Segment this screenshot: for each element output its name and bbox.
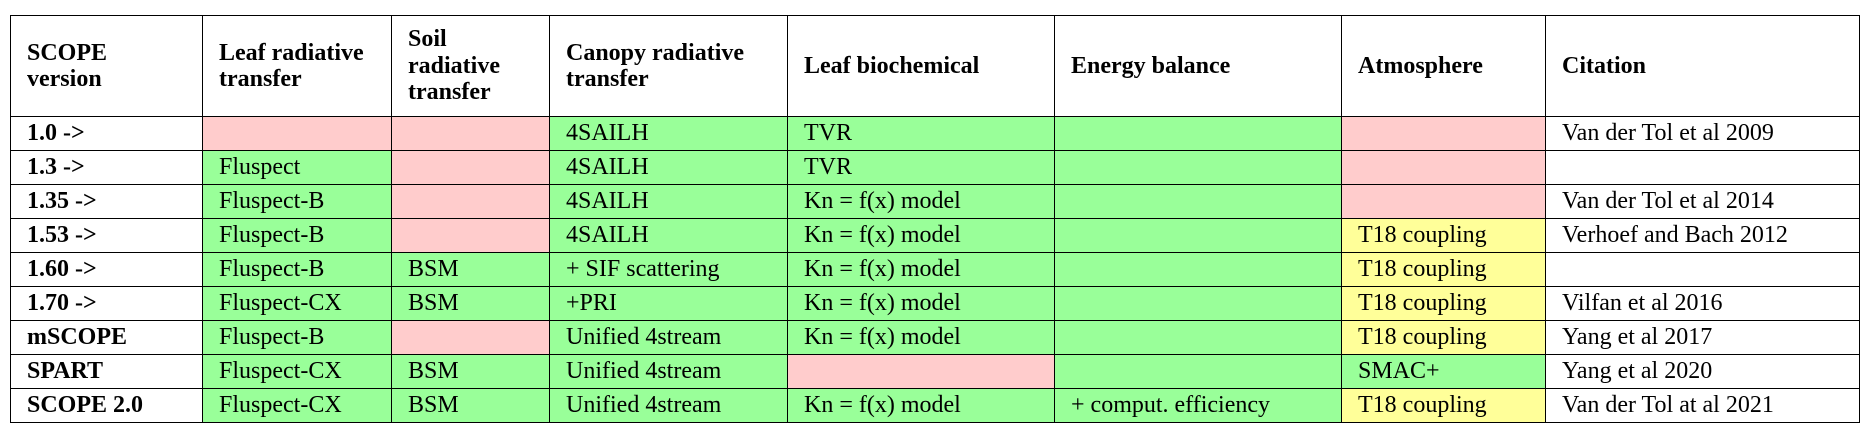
table-cell: + comput. efficiency — [1054, 388, 1342, 423]
table-cell: +PRI — [549, 286, 788, 321]
table-cell — [1545, 150, 1860, 185]
table-cell: 4SAILH — [549, 150, 788, 185]
table-cell: Verhoef and Bach 2012 — [1545, 218, 1860, 253]
table-cell: T18 coupling — [1341, 320, 1546, 355]
table-cell: Unified 4stream — [549, 388, 788, 423]
table-cell — [391, 218, 550, 253]
table-cell: Fluspect-CX — [202, 354, 392, 389]
table-cell: Kn = f(x) model — [787, 388, 1055, 423]
table-cell: Yang et al 2020 — [1545, 354, 1860, 389]
table-cell: Fluspect-B — [202, 184, 392, 219]
version-cell: 1.0 -> — [10, 116, 203, 151]
table-cell — [391, 184, 550, 219]
header-cell: Leaf biochemical — [787, 15, 1055, 117]
version-cell: SCOPE 2.0 — [10, 388, 203, 423]
table-cell: Kn = f(x) model — [787, 218, 1055, 253]
table-cell — [391, 320, 550, 355]
table-cell: Vilfan et al 2016 — [1545, 286, 1860, 321]
table-cell — [1341, 150, 1546, 185]
header-cell: Soil radiative transfer — [391, 15, 550, 117]
table-cell — [1054, 150, 1342, 185]
table-row: 1.53 -> Fluspect-B 4SAILH Kn = f(x) model T1… — [10, 218, 1860, 253]
table-cell — [391, 150, 550, 185]
table-row: 1.35 -> Fluspect-B 4SAILH Kn = f(x) model Va… — [10, 184, 1860, 219]
table-body: 1.0 -> 4SAILH TVR Van der Tol et al 2009 1.3… — [10, 116, 1860, 423]
table-row: 1.0 -> 4SAILH TVR Van der Tol et al 2009 — [10, 116, 1860, 151]
table-cell: T18 coupling — [1341, 252, 1546, 287]
table-cell: Fluspect-B — [202, 252, 392, 287]
table-cell: 4SAILH — [549, 218, 788, 253]
table-cell: T18 coupling — [1341, 218, 1546, 253]
header-cell: Energy balance — [1054, 15, 1342, 117]
header-row: SCOPE version Leaf radiative transfer Soil… — [10, 15, 1860, 117]
table-cell — [1054, 286, 1342, 321]
table-row: SCOPE 2.0 Fluspect-CX BSM Unified 4stream Kn… — [10, 388, 1860, 423]
table-row: 1.3 -> Fluspect 4SAILH TVR — [10, 150, 1860, 185]
version-cell: mSCOPE — [10, 320, 203, 355]
header-cell: SCOPE version — [10, 15, 203, 117]
table-cell: 4SAILH — [549, 116, 788, 151]
table-cell — [202, 116, 392, 151]
table-cell: Yang et al 2017 — [1545, 320, 1860, 355]
table-cell: Fluspect-CX — [202, 286, 392, 321]
table-cell: BSM — [391, 252, 550, 287]
table-cell: TVR — [787, 150, 1055, 185]
table-cell — [787, 354, 1055, 389]
version-cell: 1.53 -> — [10, 218, 203, 253]
header-cell: Canopy radiative transfer — [549, 15, 788, 117]
table-cell: Van der Tol et al 2014 — [1545, 184, 1860, 219]
table-cell: 4SAILH — [549, 184, 788, 219]
table-cell — [391, 116, 550, 151]
table-cell: Kn = f(x) model — [787, 184, 1055, 219]
table-cell: T18 coupling — [1341, 388, 1546, 423]
table-row: 1.70 -> Fluspect-CX BSM +PRI Kn = f(x) model… — [10, 286, 1860, 321]
table-row: 1.60 -> Fluspect-B BSM + SIF scattering Kn =… — [10, 252, 1860, 287]
header-cell: Leaf radiative transfer — [202, 15, 392, 117]
header-cell: Atmosphere — [1341, 15, 1546, 117]
table-cell — [1054, 252, 1342, 287]
table-cell: Unified 4stream — [549, 354, 788, 389]
table-cell: Van der Tol at al 2021 — [1545, 388, 1860, 423]
table-cell — [1341, 184, 1546, 219]
version-cell: 1.60 -> — [10, 252, 203, 287]
table-cell: Kn = f(x) model — [787, 252, 1055, 287]
table-cell — [1054, 116, 1342, 151]
table-cell: BSM — [391, 286, 550, 321]
table-cell: Kn = f(x) model — [787, 286, 1055, 321]
table-cell: Fluspect-B — [202, 320, 392, 355]
table-cell — [1054, 320, 1342, 355]
table-cell: Unified 4stream — [549, 320, 788, 355]
table-cell: BSM — [391, 354, 550, 389]
version-cell: 1.70 -> — [10, 286, 203, 321]
comparison-table: SCOPE version Leaf radiative transfer Soil… — [10, 15, 1860, 423]
table-cell: T18 coupling — [1341, 286, 1546, 321]
header-cell: Citation — [1545, 15, 1860, 117]
table-cell: Fluspect — [202, 150, 392, 185]
table-cell — [1054, 184, 1342, 219]
table-cell: Fluspect-B — [202, 218, 392, 253]
table-cell — [1054, 354, 1342, 389]
table-cell — [1341, 116, 1546, 151]
version-cell: SPART — [10, 354, 203, 389]
table-cell: Fluspect-CX — [202, 388, 392, 423]
table-cell: + SIF scattering — [549, 252, 788, 287]
table-cell: Van der Tol et al 2009 — [1545, 116, 1860, 151]
version-cell: 1.35 -> — [10, 184, 203, 219]
table-cell: BSM — [391, 388, 550, 423]
table-cell — [1054, 218, 1342, 253]
table-row: mSCOPE Fluspect-B Unified 4stream Kn = f(x)… — [10, 320, 1860, 355]
table-cell: Kn = f(x) model — [787, 320, 1055, 355]
table-row: SPART Fluspect-CX BSM Unified 4stream SMAC+ Y… — [10, 354, 1860, 389]
table-cell: SMAC+ — [1341, 354, 1546, 389]
table-cell — [1545, 252, 1860, 287]
table-cell: TVR — [787, 116, 1055, 151]
version-cell: 1.3 -> — [10, 150, 203, 185]
